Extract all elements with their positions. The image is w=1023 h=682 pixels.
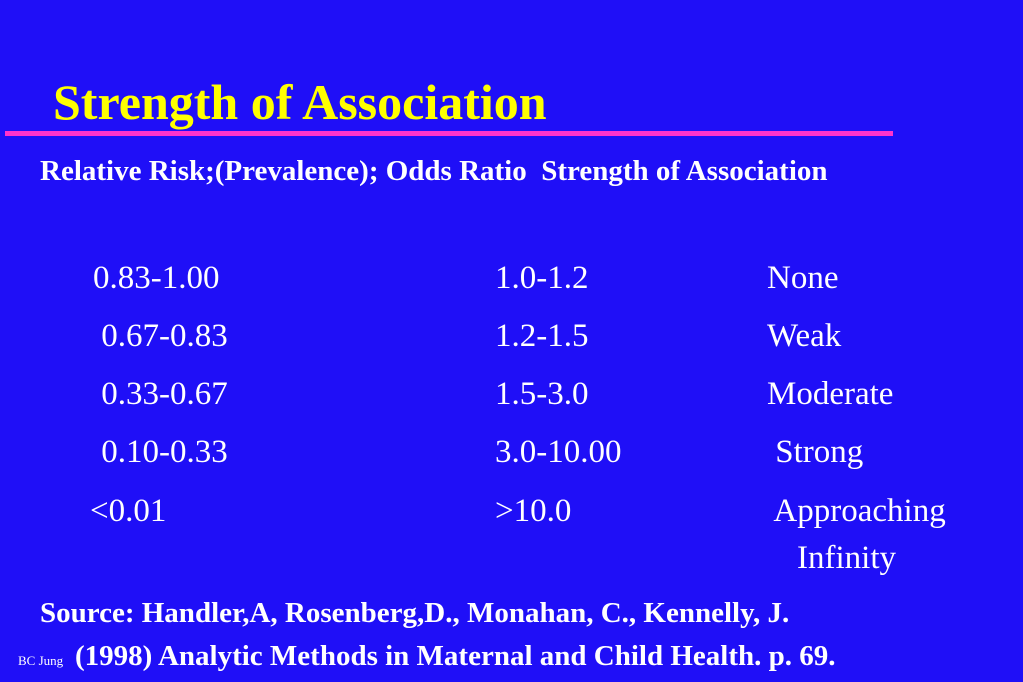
row-4-strength: Strong <box>767 434 864 470</box>
footer-author: BC Jung <box>18 653 64 668</box>
row-1-strength: None <box>767 260 839 296</box>
row-4-low-range: 0.10-0.33 <box>93 434 228 470</box>
row-1-low-range: 0.83-1.00 <box>93 260 220 296</box>
row-4-high-range: 3.0-10.00 <box>495 434 622 470</box>
title-underline <box>5 131 893 136</box>
row-5-strength-line2: Infinity <box>797 540 896 576</box>
row-5-strength: Approaching <box>767 493 946 529</box>
slide-title: Strength of Association <box>53 74 547 130</box>
row-3-low-range: 0.33-0.67 <box>93 376 228 412</box>
row-2-strength: Weak <box>767 318 842 354</box>
row-2-high-range: 1.2-1.5 <box>495 318 589 354</box>
row-5-high-range: >10.0 <box>495 493 572 529</box>
table-header: Relative Risk;(Prevalence); Odds Ratio S… <box>40 155 828 187</box>
row-3-strength: Moderate <box>767 376 894 412</box>
row-5-low-range: <0.01 <box>90 493 167 529</box>
row-2-low-range: 0.67-0.83 <box>93 318 228 354</box>
row-3-high-range: 1.5-3.0 <box>495 376 589 412</box>
source-citation-line1: Source: Handler,A, Rosenberg,D., Monahan… <box>40 597 790 629</box>
row-1-high-range: 1.0-1.2 <box>495 260 589 296</box>
source-citation-line2: (1998) Analytic Methods in Maternal and … <box>75 640 836 672</box>
